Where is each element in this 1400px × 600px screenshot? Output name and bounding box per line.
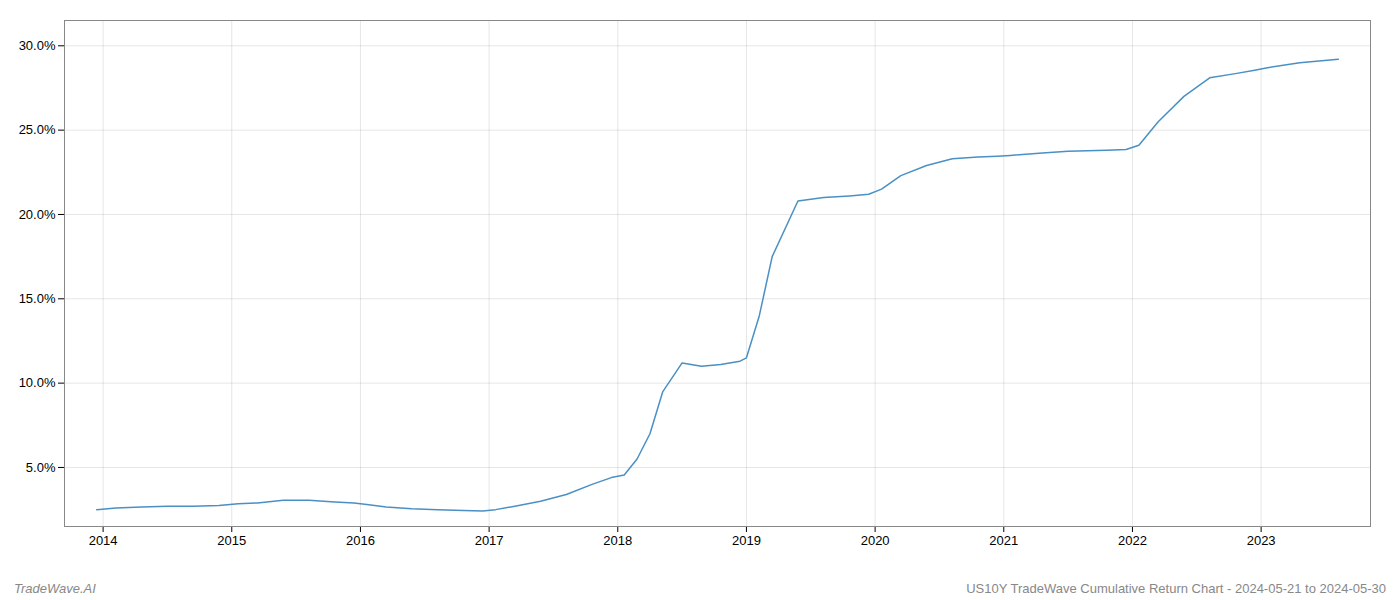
svg-text:2020: 2020	[861, 533, 890, 548]
svg-text:2016: 2016	[346, 533, 375, 548]
svg-text:2018: 2018	[603, 533, 632, 548]
svg-text:2017: 2017	[475, 533, 504, 548]
svg-text:2015: 2015	[217, 533, 246, 548]
svg-text:30.0%: 30.0%	[19, 38, 56, 53]
svg-text:2014: 2014	[89, 533, 118, 548]
svg-text:2023: 2023	[1247, 533, 1276, 548]
svg-text:10.0%: 10.0%	[19, 375, 56, 390]
svg-text:25.0%: 25.0%	[19, 122, 56, 137]
svg-text:20.0%: 20.0%	[19, 207, 56, 222]
svg-text:2021: 2021	[989, 533, 1018, 548]
html-text:TradeWave.AI: TradeWave.AI	[14, 581, 96, 596]
html-text:US10Y TradeWave Cumulative Ret: US10Y TradeWave Cumulative Return Chart …	[966, 581, 1386, 596]
svg-text:15.0%: 15.0%	[19, 291, 56, 306]
svg-text:2019: 2019	[732, 533, 761, 548]
svg-text:2022: 2022	[1118, 533, 1147, 548]
svg-text:5.0%: 5.0%	[26, 460, 56, 475]
